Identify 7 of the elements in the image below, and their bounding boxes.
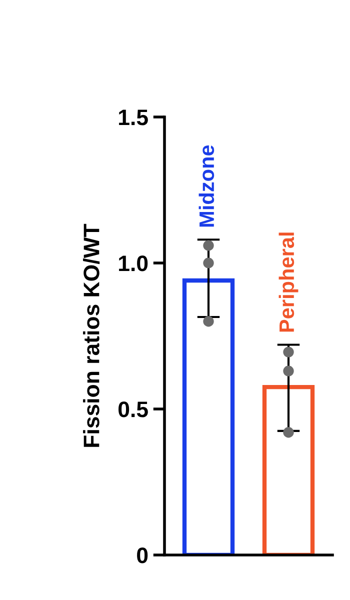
y-tick-label: 1.0: [119, 256, 148, 272]
y-tick-label: 0.5: [118, 402, 148, 418]
x-tick-label: Midzone: [198, 145, 214, 227]
y-tick-label: 0: [137, 548, 148, 564]
y-axis-title: Fission ratios KO/WT: [83, 224, 100, 447]
y-tick-label: 1.5: [119, 110, 148, 126]
x-tick-label: Peripheral: [278, 232, 298, 332]
